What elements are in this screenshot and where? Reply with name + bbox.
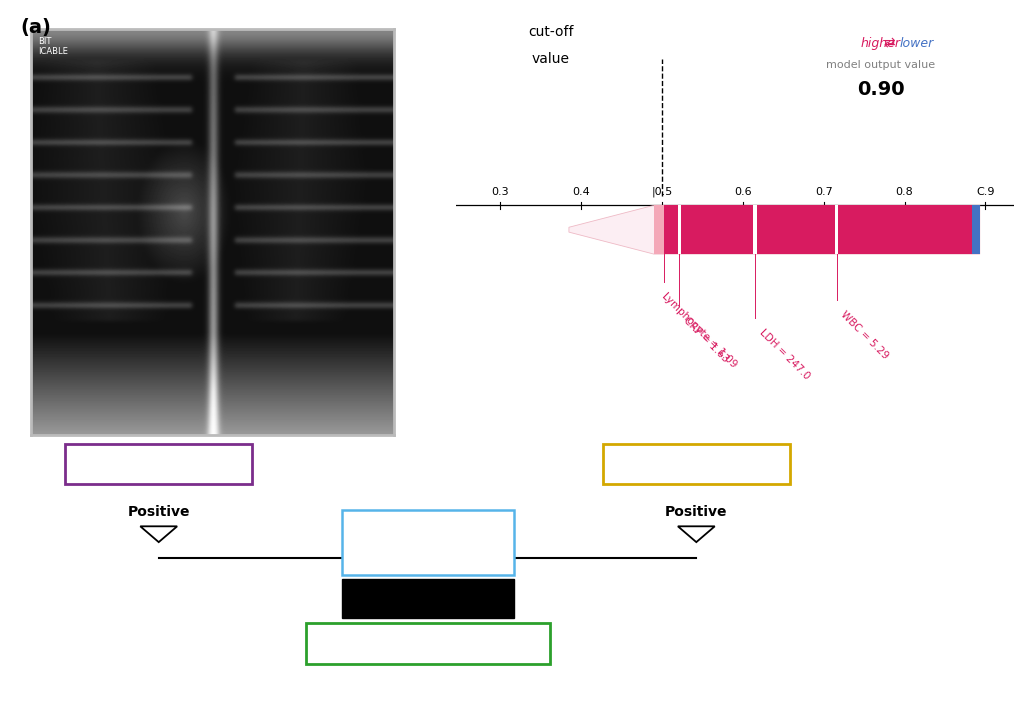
Text: 0.7: 0.7 <box>815 187 833 197</box>
FancyBboxPatch shape <box>602 444 791 484</box>
Text: 0.8: 0.8 <box>896 187 913 197</box>
Text: BIT
ICABLE: BIT ICABLE <box>38 37 68 56</box>
Text: |0.5: |0.5 <box>651 186 673 197</box>
Text: (a): (a) <box>20 18 51 37</box>
Text: 0.4: 0.4 <box>572 187 590 197</box>
Text: Lymphocyte = 1.09: Lymphocyte = 1.09 <box>660 290 739 370</box>
Bar <box>835 206 839 254</box>
Text: 0.6: 0.6 <box>734 187 752 197</box>
Text: cut-off: cut-off <box>528 25 573 39</box>
Bar <box>664 206 678 254</box>
Text: CXR Prediction: CXR Prediction <box>100 457 217 471</box>
Bar <box>839 206 972 254</box>
Text: higher: higher <box>860 37 900 50</box>
Text: Positive: Positive <box>390 589 466 608</box>
Text: LDH = 247.0: LDH = 247.0 <box>758 327 811 381</box>
Bar <box>678 206 681 254</box>
Text: value: value <box>531 52 570 65</box>
Bar <box>972 206 980 254</box>
Bar <box>754 206 757 254</box>
Text: Positive: Positive <box>127 505 190 519</box>
Text: model output value: model output value <box>826 60 935 70</box>
Text: 0.3: 0.3 <box>492 187 509 197</box>
Text: lower: lower <box>899 37 933 50</box>
FancyBboxPatch shape <box>342 579 514 618</box>
FancyBboxPatch shape <box>306 623 550 664</box>
Text: CRP = 1.63: CRP = 1.63 <box>681 315 730 364</box>
Text: 0.90: 0.90 <box>857 81 904 99</box>
FancyBboxPatch shape <box>342 510 514 575</box>
FancyBboxPatch shape <box>66 444 252 484</box>
Polygon shape <box>569 206 980 254</box>
Text: COVID-19 Result: Positive: COVID-19 Result: Positive <box>332 637 524 650</box>
Text: ML Prediction: ML Prediction <box>642 457 751 471</box>
Bar <box>681 206 754 254</box>
Text: Positive: Positive <box>665 505 728 519</box>
Bar <box>757 206 835 254</box>
Text: Model
Prediction: Model Prediction <box>389 527 467 559</box>
Text: ⇄: ⇄ <box>883 36 895 50</box>
Text: C.9: C.9 <box>976 187 994 197</box>
Bar <box>654 206 664 254</box>
Text: WBC = 5.29: WBC = 5.29 <box>839 309 891 361</box>
